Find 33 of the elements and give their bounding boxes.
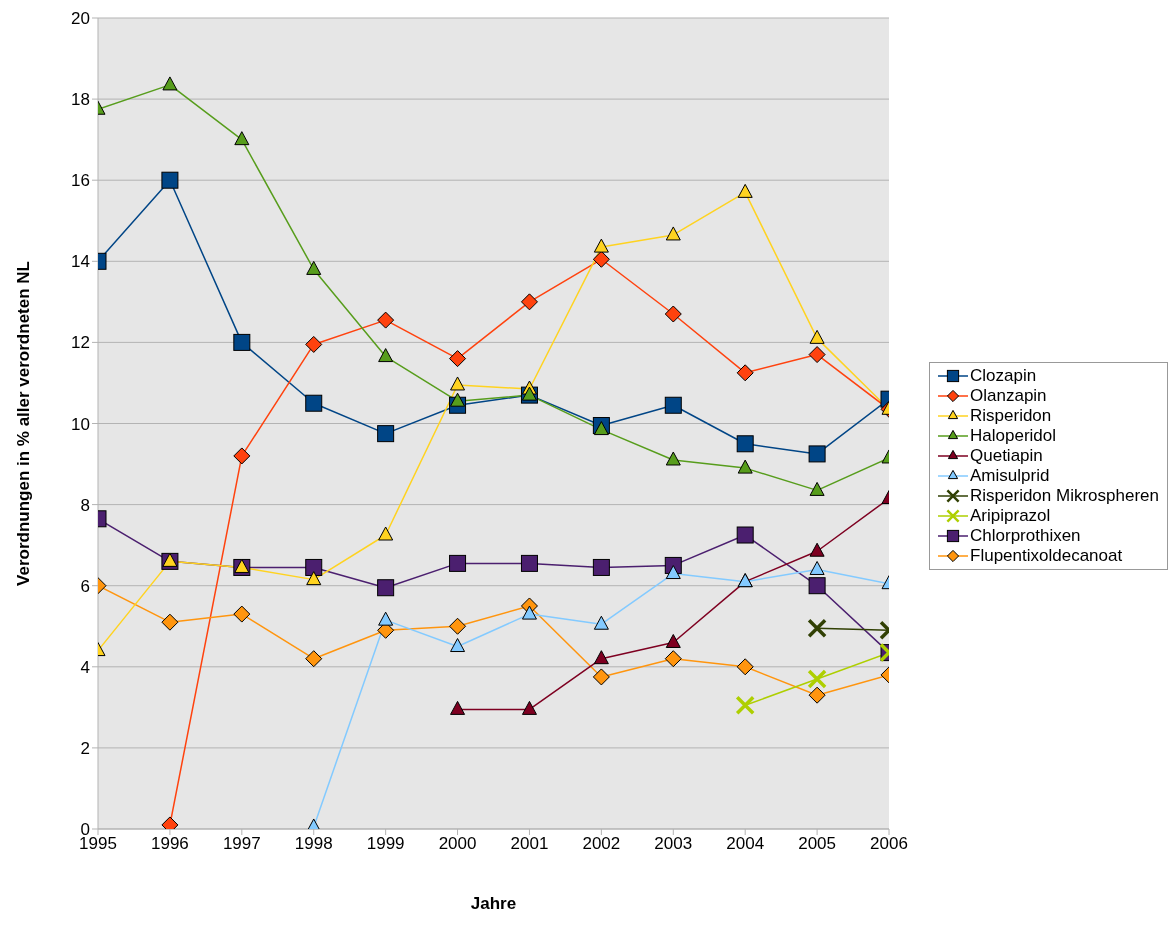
y-tick-label: 8	[80, 495, 90, 515]
legend-label: Risperidon Mikrospheren	[970, 485, 1159, 506]
x-tick-label: 2006	[870, 834, 908, 854]
x-tick-label: 2002	[582, 834, 621, 854]
legend-label: Amisulprid	[970, 465, 1050, 486]
y-tick-label: 6	[80, 576, 90, 596]
legend-label: Flupentixoldecanoat	[970, 545, 1123, 566]
y-tick-label: 16	[71, 171, 90, 191]
x-tick-label: 1997	[222, 834, 261, 854]
legend-label: Quetiapin	[970, 445, 1043, 466]
legend-label: Aripiprazol	[970, 505, 1051, 526]
x-tick-label: 2000	[438, 834, 477, 854]
y-axis-title: Verordnungen in % aller verordneten NL	[14, 261, 34, 586]
x-tick-label: 1999	[366, 834, 405, 854]
legend-label: Olanzapin	[970, 385, 1047, 406]
x-tick-label: 2003	[654, 834, 693, 854]
y-tick-label: 10	[71, 414, 90, 434]
legend-label: Risperidon	[970, 405, 1052, 426]
x-axis-title: Jahre	[470, 894, 517, 913]
legend-label: Chlorprothixen	[970, 525, 1081, 546]
legend-label: Haloperidol	[970, 425, 1057, 446]
y-tick-label: 18	[71, 90, 90, 110]
legend-label: Clozapin	[970, 365, 1037, 386]
x-tick-label: 1998	[294, 834, 333, 854]
y-tick-label: 20	[71, 9, 90, 29]
y-tick-label: 14	[71, 252, 90, 272]
x-tick-label: 2005	[798, 834, 837, 854]
x-tick-label: 2001	[510, 834, 549, 854]
y-tick-label: 12	[71, 333, 90, 353]
y-tick-label: 2	[80, 738, 90, 758]
x-tick-label: 2004	[726, 834, 765, 854]
x-tick-label: 1996	[151, 834, 189, 854]
y-tick-label: 4	[80, 657, 90, 677]
